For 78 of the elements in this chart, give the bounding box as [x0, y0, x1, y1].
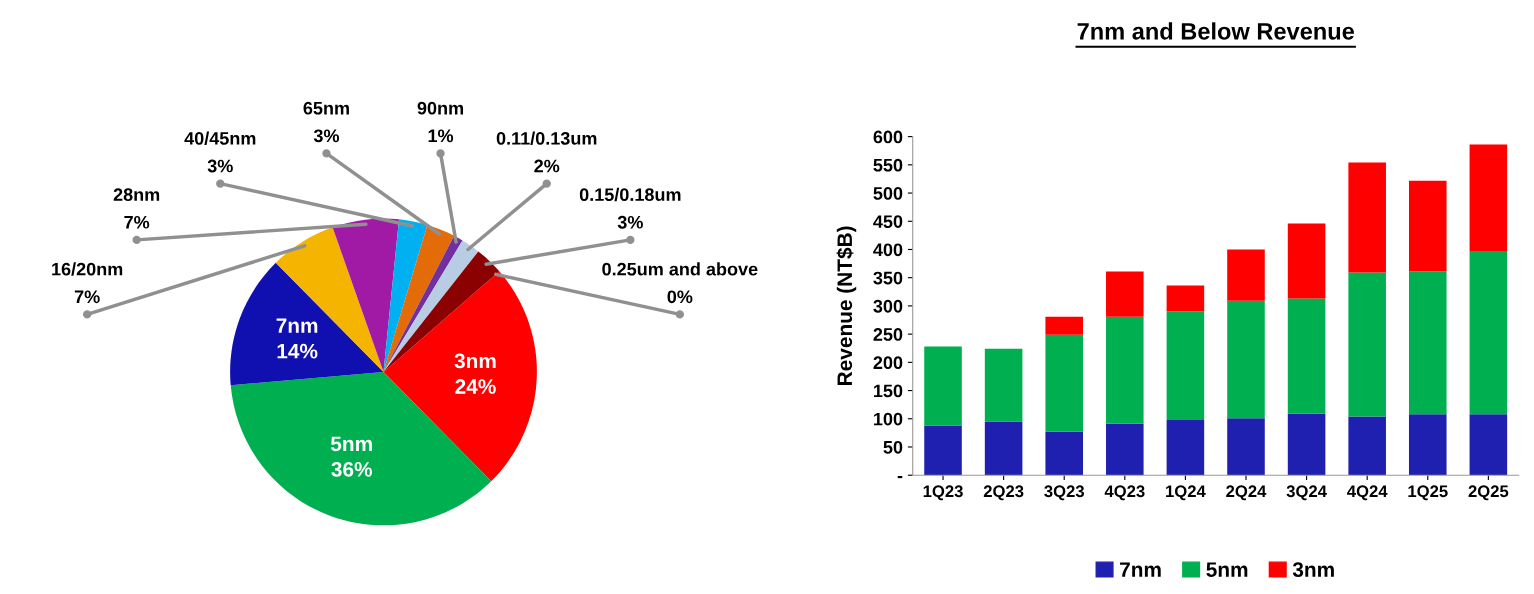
bar	[1106, 271, 1144, 317]
data-label: 3%	[207, 159, 233, 173]
bar	[984, 421, 1023, 476]
bar	[1348, 162, 1386, 273]
y-tick-label: 250	[873, 328, 903, 341]
chart-title: 7nm and Below Revenue	[1077, 22, 1354, 40]
data-label: 2%	[534, 159, 560, 173]
bar	[1106, 423, 1144, 476]
bar	[1227, 300, 1265, 419]
bar	[1227, 249, 1265, 301]
legend-label: 3nm	[1292, 562, 1334, 577]
bar	[924, 346, 962, 426]
y-tick-label: 350	[873, 271, 903, 285]
bar	[924, 425, 962, 476]
bar	[1166, 419, 1205, 476]
bar	[1408, 414, 1447, 476]
data-label: 7%	[74, 290, 100, 304]
slice-label: 3nm	[454, 353, 496, 369]
bar	[1287, 413, 1326, 476]
slice-label: 0.11/0.13um	[496, 131, 597, 145]
data-label: 1%	[428, 129, 454, 143]
y-tick-label: 50	[883, 440, 903, 454]
data-label: 3%	[617, 215, 643, 229]
x-tick-label: 2Q24	[1226, 485, 1267, 501]
x-tick-label: 4Q23	[1104, 485, 1145, 501]
bar	[1106, 316, 1144, 424]
bar	[1227, 418, 1265, 476]
slice-label: 65nm	[303, 101, 349, 115]
slice-label: 16/20nm	[52, 262, 123, 276]
bar	[1287, 298, 1326, 414]
slice-label: 0.15/0.18um	[579, 187, 681, 202]
y-tick-label: 550	[873, 158, 903, 172]
x-tick-label: 3Q23	[1044, 485, 1084, 501]
bar	[1287, 223, 1326, 299]
x-tick-label: 2Q25	[1468, 485, 1509, 501]
x-tick-label: 2Q23	[983, 485, 1024, 501]
y-tick-label: 450	[873, 215, 903, 228]
bar	[1166, 311, 1205, 420]
bar	[1469, 414, 1508, 476]
y-tick-label: 300	[873, 299, 903, 313]
bar	[1469, 251, 1508, 415]
slice-label: 28nm	[113, 188, 160, 202]
slice-label: 7nm	[276, 318, 318, 333]
x-tick-label: 1Q24	[1166, 485, 1206, 501]
x-tick-label: 1Q23	[923, 485, 963, 501]
bar	[1045, 316, 1083, 335]
y-tick-label: -	[897, 475, 903, 479]
slice-label: 5nm	[330, 436, 372, 452]
y-tick-label: 500	[873, 186, 903, 200]
bar	[1469, 144, 1508, 252]
bar	[1045, 431, 1083, 476]
bar	[1348, 416, 1386, 476]
y-tick-label: 400	[873, 243, 903, 257]
legend-label: 5nm	[1206, 562, 1248, 577]
slice-label: 90nm	[417, 101, 463, 115]
bar	[1408, 180, 1447, 272]
y-tick-label: 150	[874, 384, 903, 398]
y-axis-title: Revenue (NT$B)	[836, 226, 857, 385]
bar	[1408, 271, 1447, 415]
y-tick-label: 200	[873, 356, 903, 370]
y-tick-label: 600	[873, 130, 903, 144]
data-label: 3%	[313, 129, 340, 143]
text: 0%	[667, 290, 693, 304]
slice-label: 40/45nm	[184, 131, 256, 145]
bar	[984, 348, 1023, 422]
legend-label: 7nm	[1120, 562, 1161, 577]
x-tick-label: 3Q24	[1286, 485, 1327, 501]
data-label: 7%	[124, 215, 150, 229]
y-tick-label: 100	[874, 412, 903, 426]
x-tick-label: 1Q25	[1408, 485, 1448, 501]
bar	[1166, 285, 1205, 312]
bar	[1348, 272, 1386, 417]
legend-label: 0.25um and above	[602, 262, 758, 276]
bar	[1045, 334, 1083, 432]
data-label: 14%	[277, 343, 318, 359]
data-label: 24%	[455, 379, 496, 394]
data-label: 36%	[331, 461, 373, 477]
x-tick-label: 4Q24	[1347, 485, 1388, 501]
